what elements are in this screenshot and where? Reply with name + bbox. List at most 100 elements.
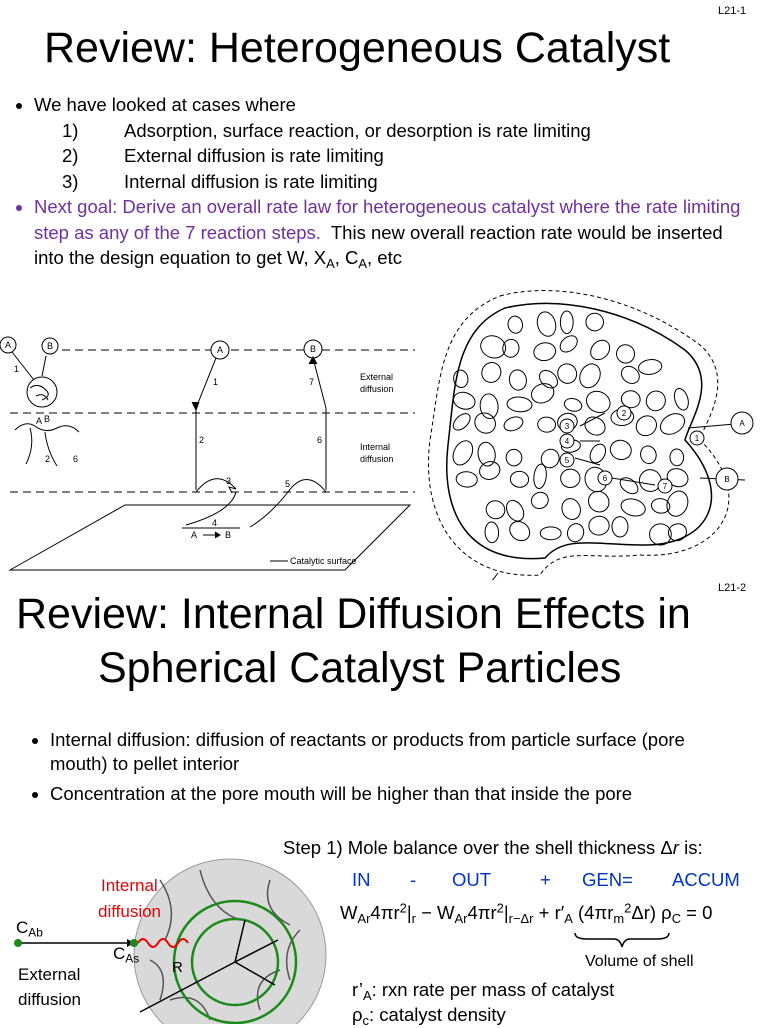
pore-rock [645,390,666,412]
pore-rock [479,393,499,420]
pore-rock [453,391,476,410]
pore-rock [669,448,685,467]
pore-rock [590,339,611,361]
subscript: m [613,910,625,926]
inset-label: B [47,341,53,351]
pore-rock [619,477,639,495]
slide-title: Spherical Catalyst Particles [98,644,622,692]
pore-rock [620,498,646,517]
bullet: Next goal: Derive an overall rate law fo… [34,194,745,271]
pore-rock [638,359,663,375]
bullet-text: Concentration at the pore mouth will be … [50,783,633,804]
pore-rock [455,471,478,488]
text: , C [334,247,359,268]
definition: r’A: rxn rate per mass of catalyst [352,979,614,1003]
text: C [16,918,29,937]
step-label: 1 [695,434,700,443]
subscript: r [411,910,416,926]
inset-label: 1 [14,364,19,374]
text: = 0 [681,902,713,923]
case-text: Adsorption, surface reaction, or desorpt… [124,119,591,141]
pore-rock [503,416,524,432]
pore-rock [452,440,474,466]
superscript: 2 [496,900,504,916]
pore-rock [620,365,640,384]
equation: WAr4πr2|r − WAr4πr2|r−Δr + r′A (4πrm2Δr)… [340,900,713,926]
pore-rock [536,311,557,337]
step-circle [730,411,754,435]
pore-rock [659,413,686,435]
pore-rock [453,369,469,388]
pore-rock [638,469,662,492]
pore-rock [485,500,506,520]
pore-rock [584,416,606,436]
subscript: As [125,951,140,966]
pore-rock [585,390,611,414]
pore-rock [480,335,507,359]
pore-rock [566,523,585,543]
inset-label: B [44,414,50,424]
step-label: 7 [663,482,668,491]
step-circle [559,452,575,468]
pore-rock [506,396,533,413]
pore-rock [539,369,558,389]
text: ρ [352,1004,363,1025]
pore-rock [533,463,547,490]
pore-rock [530,491,549,510]
balance-term: IN [352,869,371,890]
step-label: 1 [213,377,218,387]
pore-rock [650,498,671,514]
next-goal: Next goal: Derive an overall rate law fo… [34,196,741,243]
step-label: 2 [199,435,204,445]
surface-conc: CAs [113,944,140,966]
text: is: [678,837,703,858]
bullet-list: Internal diffusion: diffusion of reactan… [0,728,740,806]
case-num: 1) [62,119,79,141]
inset-label: 6 [73,454,78,464]
subscript: c [362,1012,369,1028]
external-label: diffusion [18,990,81,1009]
pore-rock [557,363,578,384]
pore-rock [530,383,555,404]
reaction-label: A [191,530,197,540]
superscript: 2 [399,900,407,916]
region-label: Internal [360,442,390,452]
bulk-conc: CAb [16,918,43,939]
internal-label: diffusion [98,902,161,921]
internal-label: Internal [101,876,158,895]
step-label: 6 [317,435,322,445]
species-label: B [310,344,316,354]
pore-rock [666,468,689,488]
case-text: External diffusion is rate limiting [124,145,384,166]
step-text: Step 1) Mole balance over the shell thic… [283,837,703,859]
subscript: A [362,987,372,1003]
pore-rock [563,398,583,412]
text: (4πr [572,902,614,923]
step-circle [559,433,575,449]
subscript: Ar [357,910,371,926]
step-circle [597,470,613,486]
pore-rock [620,390,641,409]
pore-rock [537,416,557,433]
step-label: B [724,475,729,484]
pore-rock [474,412,496,434]
external-label: External [18,965,80,984]
subscript: r−Δr [508,910,534,926]
definition: ρc: catalyst density [352,1004,506,1028]
case-num: 3) [62,170,79,192]
pore-rock [452,413,471,431]
page-label: L21-1 [718,5,747,17]
region-label: External [360,372,393,382]
inset-label: A [5,340,11,350]
pore-rock [509,470,530,488]
balance-term: OUT [452,869,492,890]
step-circle [689,430,705,446]
case-num: 2) [62,145,79,166]
step-circle [559,418,575,434]
step-label: 2 [622,409,627,418]
pore-rock [666,490,689,517]
text: , etc [367,247,402,268]
step-label: 3 [565,422,570,431]
pore-rock [477,441,496,467]
step-label: 5 [565,456,570,465]
